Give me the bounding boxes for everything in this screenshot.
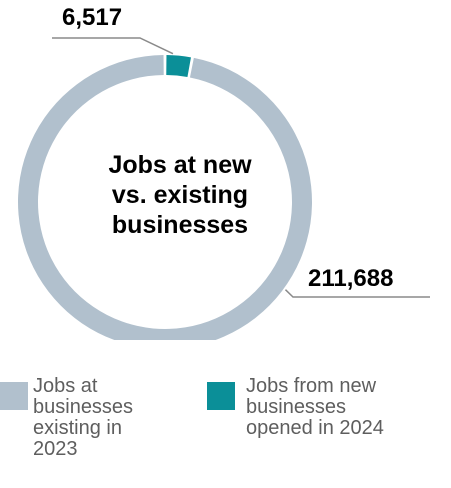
- leader-line-existing: [284, 289, 430, 298]
- legend-label-new-line-2: businesses: [246, 396, 347, 418]
- chart-title-line-3: businesses: [111, 211, 249, 239]
- legend-label-new: Jobs from new businesses opened in 2024: [246, 376, 446, 439]
- legend-label-new-line-3: opened in 2024: [246, 417, 384, 439]
- legend-label-new-line-1: Jobs from new: [246, 375, 377, 397]
- donut-slice-new: [166, 55, 191, 77]
- legend-label-existing: Jobs at businesses existing in 2023: [33, 376, 203, 460]
- data-label-existing-businesses: 211,688: [308, 265, 394, 292]
- legend-label-existing-line-4: 2023: [33, 438, 78, 460]
- donut-chart: [18, 37, 430, 340]
- chart-legend: Jobs at businesses existing in 2023 Jobs…: [0, 376, 451, 488]
- legend-label-existing-line-2: businesses: [33, 396, 134, 418]
- legend-label-existing-line-1: Jobs at: [33, 375, 98, 397]
- legend-label-existing-line-3: existing in: [33, 417, 122, 439]
- data-label-new-businesses: 6,517: [62, 4, 123, 31]
- legend-swatch-new: [207, 382, 235, 410]
- chart-center-title: Jobs at new vs. existing businesses: [60, 150, 300, 240]
- chart-title-line-1: Jobs at new: [108, 151, 252, 179]
- leader-line-new: [52, 37, 174, 55]
- legend-swatch-existing: [0, 382, 28, 410]
- chart-title-line-2: vs. existing: [111, 181, 249, 209]
